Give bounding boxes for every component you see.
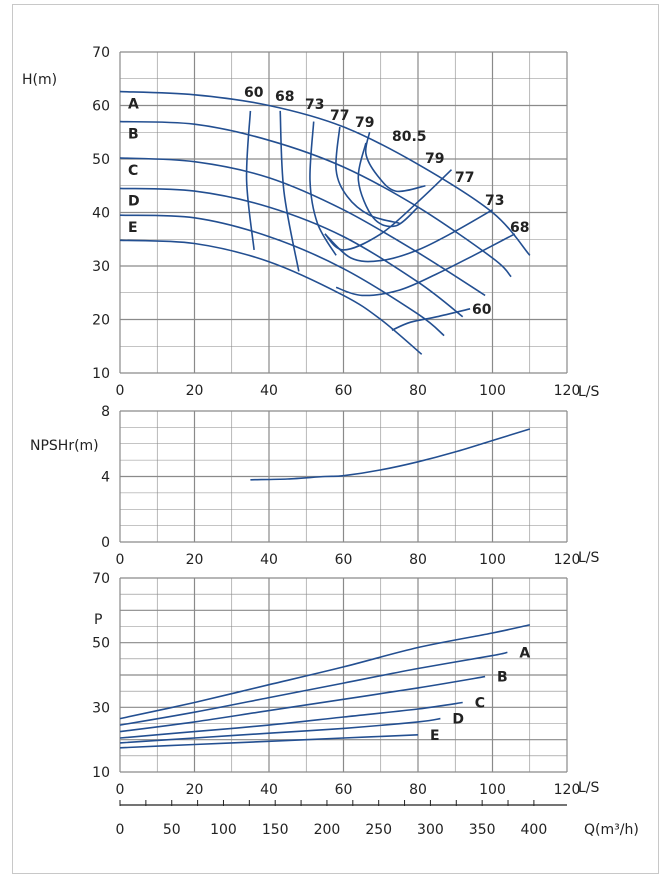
power-panel: P L/S Q(m³/h) 0 20 40 60 80 100 120 10 30 50 70 ABC… xyxy=(92,571,639,838)
efficiency-curve xyxy=(309,121,337,256)
head-series-label: D xyxy=(128,193,140,209)
efficiency-label: 68 xyxy=(510,220,529,236)
power-xtick-label: 120 xyxy=(554,782,581,798)
flow-m3h-tick-label: 200 xyxy=(314,822,341,838)
head-xtick-label: 0 xyxy=(116,383,125,399)
head-ytick-label: 30 xyxy=(92,259,110,275)
efficiency-label: 79 xyxy=(355,115,374,131)
npsh-series-line xyxy=(250,428,531,481)
efficiency-curve xyxy=(335,126,400,224)
power-xtick-label: 0 xyxy=(116,782,125,798)
head-series-label: C xyxy=(128,163,138,179)
flow-m3h-unit: Q(m³/h) xyxy=(584,822,639,838)
npsh-ytick-label: 4 xyxy=(101,470,110,486)
head-series-line xyxy=(119,214,445,337)
npsh-xtick-label: 80 xyxy=(409,552,427,568)
flow-m3h-tick-label: 250 xyxy=(365,822,392,838)
efficiency-label: 80.5 xyxy=(392,129,427,145)
head-ytick-label: 70 xyxy=(92,45,110,61)
power-series-line xyxy=(119,717,441,744)
efficiency-label: 79 xyxy=(425,151,444,167)
power-series-label: E xyxy=(430,728,440,744)
power-series-label: D xyxy=(452,712,464,728)
efficiency-label: 60 xyxy=(244,85,264,101)
power-ytick-label: 50 xyxy=(92,636,110,652)
flow-m3h-tick-label: 350 xyxy=(469,822,496,838)
power-series-label: A xyxy=(519,645,530,661)
flow-m3h-tick-label: 50 xyxy=(163,822,181,838)
head-xtick-label: 80 xyxy=(409,383,427,399)
power-xunit: L/S xyxy=(578,780,600,796)
head-ylabel: H(m) xyxy=(22,72,57,88)
head-ytick-label: 50 xyxy=(92,152,110,168)
head-xunit: L/S xyxy=(578,384,600,400)
power-xtick-label: 40 xyxy=(260,782,278,798)
power-series-line xyxy=(119,701,463,739)
head-ytick-label: 10 xyxy=(92,366,110,382)
head-series-line xyxy=(119,157,486,297)
head-xtick-label: 20 xyxy=(186,383,204,399)
power-xtick-label: 100 xyxy=(479,782,506,798)
power-series-label: B xyxy=(497,670,508,686)
power-ytick-label: 10 xyxy=(92,765,110,781)
flow-m3h-tick-label: 400 xyxy=(521,822,548,838)
head-xtick-label: 60 xyxy=(335,383,353,399)
power-xtick-label: 80 xyxy=(409,782,427,798)
head-ytick-label: 20 xyxy=(92,313,110,329)
npsh-panel: NPSHr(m) L/S 0 20 40 60 80 100 120 0 4 8 xyxy=(30,404,600,568)
npsh-xtick-label: 120 xyxy=(554,552,581,568)
power-series-line xyxy=(119,675,486,733)
head-series-line xyxy=(119,239,423,355)
efficiency-label: 77 xyxy=(455,170,474,186)
power-xtick-label: 20 xyxy=(186,782,204,798)
efficiency-curve xyxy=(324,209,493,263)
npsh-ytick-label: 8 xyxy=(101,404,110,420)
efficiency-curve xyxy=(324,169,453,251)
efficiency-curve xyxy=(245,110,255,250)
head-xtick-label: 120 xyxy=(554,383,581,399)
power-series-line xyxy=(119,651,508,726)
flow-m3h-tick-label: 300 xyxy=(417,822,444,838)
efficiency-curve xyxy=(357,142,419,228)
flow-m3h-tick-label: 100 xyxy=(210,822,237,838)
npsh-ytick-label: 0 xyxy=(101,535,110,551)
power-series-line xyxy=(119,624,530,720)
efficiency-label: 73 xyxy=(305,97,324,113)
head-panel: H(m) L/S 0 20 40 60 80 100 120 10 20 30 40 50 60 70 AB… xyxy=(22,45,600,400)
efficiency-label: 77 xyxy=(330,108,349,124)
efficiency-label: 68 xyxy=(275,89,294,105)
efficiency-curve xyxy=(364,132,426,193)
head-series-label: B xyxy=(128,127,139,143)
head-series-line xyxy=(119,120,512,278)
npsh-xtick-label: 20 xyxy=(186,552,204,568)
power-series-label: C xyxy=(475,695,485,711)
efficiency-curve xyxy=(279,110,300,272)
flow-m3h-tick-label: 0 xyxy=(116,822,125,838)
power-xtick-label: 60 xyxy=(335,782,353,798)
npsh-xtick-label: 0 xyxy=(116,552,125,568)
power-series-line xyxy=(119,734,419,749)
npsh-xunit: L/S xyxy=(578,550,600,566)
npsh-xtick-label: 40 xyxy=(260,552,278,568)
efficiency-curve xyxy=(391,308,471,331)
head-xtick-label: 100 xyxy=(479,383,506,399)
head-series-line xyxy=(119,90,531,256)
flow-m3h-tick-label: 150 xyxy=(262,822,289,838)
power-ytick-label: 70 xyxy=(92,571,110,587)
power-ylabel: P xyxy=(94,612,102,628)
power-ytick-label: 30 xyxy=(92,700,110,716)
npsh-xtick-label: 60 xyxy=(335,552,353,568)
npsh-xtick-label: 100 xyxy=(479,552,506,568)
head-xtick-label: 40 xyxy=(260,383,278,399)
head-ytick-label: 60 xyxy=(92,99,110,115)
head-series-label: A xyxy=(128,97,139,113)
head-ytick-label: 40 xyxy=(92,206,110,222)
npsh-ylabel: NPSHr(m) xyxy=(30,438,99,454)
efficiency-label: 73 xyxy=(485,193,504,209)
efficiency-label: 60 xyxy=(472,302,492,318)
efficiency-curve xyxy=(335,233,516,297)
head-series-label: E xyxy=(128,220,138,236)
